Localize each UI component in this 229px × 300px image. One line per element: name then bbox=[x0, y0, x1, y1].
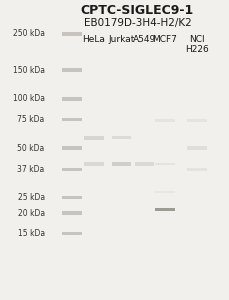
Text: MCF7: MCF7 bbox=[153, 34, 177, 43]
Bar bbox=[84, 136, 104, 140]
Text: EB0179D-3H4-H2/K2: EB0179D-3H4-H2/K2 bbox=[84, 18, 191, 28]
Bar bbox=[62, 68, 82, 72]
Bar bbox=[155, 190, 174, 193]
Bar bbox=[62, 32, 82, 36]
Bar bbox=[62, 97, 82, 101]
Bar bbox=[62, 168, 82, 171]
Bar bbox=[62, 146, 82, 150]
Text: HeLa: HeLa bbox=[82, 34, 105, 43]
Bar bbox=[62, 118, 82, 121]
Bar bbox=[112, 136, 131, 139]
Bar bbox=[84, 162, 104, 166]
Text: CPTC-SIGLEC9-1: CPTC-SIGLEC9-1 bbox=[81, 4, 194, 17]
Bar bbox=[155, 208, 174, 212]
Text: 15 kDa: 15 kDa bbox=[18, 229, 45, 238]
Text: Jurkat: Jurkat bbox=[108, 34, 135, 43]
Bar bbox=[62, 212, 82, 215]
Bar bbox=[62, 196, 82, 199]
Text: 75 kDa: 75 kDa bbox=[17, 115, 45, 124]
Text: 50 kDa: 50 kDa bbox=[17, 144, 45, 153]
Bar bbox=[155, 163, 174, 165]
Text: NCI
H226: NCI H226 bbox=[185, 34, 209, 54]
Bar bbox=[187, 168, 207, 171]
Text: 250 kDa: 250 kDa bbox=[13, 29, 45, 38]
Bar bbox=[62, 232, 82, 236]
Bar bbox=[155, 119, 174, 122]
Text: 37 kDa: 37 kDa bbox=[17, 165, 45, 174]
Text: 100 kDa: 100 kDa bbox=[13, 94, 45, 103]
Bar bbox=[187, 119, 207, 122]
Text: 20 kDa: 20 kDa bbox=[18, 209, 45, 218]
Text: 25 kDa: 25 kDa bbox=[18, 193, 45, 202]
Bar bbox=[112, 162, 131, 166]
Text: 150 kDa: 150 kDa bbox=[13, 66, 45, 75]
Text: A549: A549 bbox=[133, 34, 156, 43]
Bar bbox=[134, 162, 154, 166]
Bar bbox=[187, 146, 207, 150]
